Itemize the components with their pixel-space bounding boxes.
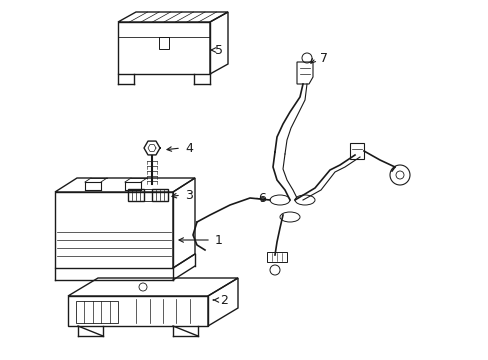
- Text: 2: 2: [220, 293, 227, 306]
- Text: 4: 4: [184, 141, 192, 154]
- Text: 1: 1: [215, 234, 223, 247]
- Bar: [159, 37, 169, 49]
- Text: 7: 7: [319, 51, 327, 64]
- Text: 6: 6: [258, 192, 265, 204]
- Bar: [76, 301, 118, 323]
- Text: 5: 5: [215, 44, 223, 57]
- Bar: [152, 189, 168, 201]
- Bar: [349, 143, 363, 159]
- Text: 3: 3: [184, 189, 192, 202]
- Bar: [266, 252, 286, 262]
- Bar: [128, 189, 143, 201]
